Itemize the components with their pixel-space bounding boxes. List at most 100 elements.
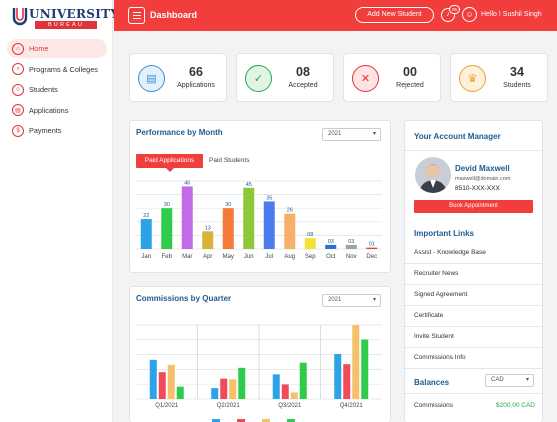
- bar-q3-2021-s1: [273, 374, 280, 399]
- book-appointment-button[interactable]: Book Appointment: [414, 200, 533, 213]
- bar-q1-2021-s3: [168, 365, 175, 399]
- sidebar-item-home[interactable]: ⌂ Home: [7, 39, 107, 58]
- notification-count-badge: 05: [449, 5, 460, 14]
- manager-avatar: [415, 157, 451, 193]
- x-tick-label: Jun: [244, 254, 254, 260]
- bar-dec: [366, 248, 377, 249]
- x-tick-label: Q2/2021: [217, 403, 241, 409]
- logo-wordmark: UNIVERSITY: [29, 7, 119, 21]
- bar-mar: [182, 186, 193, 249]
- x-tick-label: Feb: [162, 254, 173, 260]
- graduate-icon: ♛: [459, 65, 486, 92]
- user-greeting[interactable]: Hello ! Sushil Singh: [481, 11, 542, 18]
- x-tick-label: Q3/2021: [278, 403, 302, 409]
- bar-may: [223, 208, 234, 249]
- sidebar-item-label: Payments: [29, 126, 61, 135]
- data-label: 30: [164, 202, 170, 208]
- account-manager-card: Your Account Manager Devid Maxwell maxwe…: [404, 120, 543, 422]
- top-bar: Dashboard Add New Student ♪ 05 ☺ Hello !…: [114, 0, 557, 31]
- x-tick-label: May: [223, 254, 234, 260]
- bar-q2-2021-s2: [220, 379, 227, 399]
- x-tick-label: Apr: [203, 254, 212, 260]
- stat-card-students[interactable]: ♛ 34 Students: [450, 53, 548, 102]
- bar-q3-2021-s4: [300, 363, 307, 399]
- sidebar-item-label: Applications: [29, 106, 68, 115]
- data-label: 45: [246, 182, 252, 188]
- divider: [405, 150, 542, 151]
- bar-nov: [346, 245, 357, 249]
- data-label: 08: [307, 232, 313, 238]
- bar-q3-2021-s3: [291, 392, 298, 399]
- bar-q1-2021-s2: [159, 372, 166, 399]
- stat-card-rejected[interactable]: ✕ 00 Rejected: [343, 53, 441, 102]
- x-tick-label: Jul: [265, 254, 273, 260]
- important-link[interactable]: Certificate: [405, 306, 542, 327]
- bar-jan: [141, 219, 152, 249]
- document-x-icon: ✕: [352, 65, 379, 92]
- menu-toggle-button[interactable]: [128, 7, 145, 24]
- important-link[interactable]: Commissions Info: [405, 348, 542, 369]
- stat-label: Applications: [170, 82, 222, 89]
- bar-jul: [264, 201, 275, 249]
- document-icon: ▤: [12, 104, 24, 116]
- data-label: 03: [328, 239, 334, 245]
- x-tick-label: Dec: [366, 254, 377, 260]
- manager-phone: 8510-XXX-XXX: [455, 185, 500, 192]
- sidebar-item-applications[interactable]: ▤ Applications: [7, 101, 107, 120]
- x-tick-label: Sep: [305, 254, 316, 260]
- important-link[interactable]: Recruiter News: [405, 264, 542, 285]
- bar-q1-2021-s1: [150, 360, 157, 399]
- bar-jun: [243, 188, 254, 249]
- stat-value: 66: [170, 65, 222, 79]
- sidebar-nav: ⌂ Home ⌕ Programs & Colleges ☺ Students ▤ Appli…: [7, 39, 107, 142]
- x-tick-label: Mar: [182, 254, 192, 260]
- sidebar-item-programs-colleges[interactable]: ⌕ Programs & Colleges: [7, 60, 107, 79]
- sidebar-item-payments[interactable]: $ Payments: [7, 121, 107, 140]
- important-link[interactable]: Invite Student: [405, 327, 542, 348]
- x-tick-label: Nov: [346, 254, 357, 260]
- manager-name: Devid Maxwell: [455, 164, 510, 173]
- stat-label: Students: [491, 82, 543, 89]
- dollar-icon: $: [12, 125, 24, 137]
- data-label: 46: [184, 180, 190, 186]
- add-new-student-button[interactable]: Add New Student: [355, 7, 434, 23]
- data-label: 35: [266, 195, 272, 201]
- bar-q4-2021-s3: [352, 325, 359, 399]
- data-label: 03: [348, 239, 354, 245]
- stat-label: Rejected: [384, 82, 436, 89]
- bar-oct: [325, 245, 336, 249]
- x-tick-label: Aug: [284, 254, 295, 260]
- university-bureau-logo[interactable]: UNIVERSITY BUREAU: [12, 6, 102, 30]
- divider: [405, 393, 542, 394]
- user-avatar-icon[interactable]: ☺: [462, 7, 477, 22]
- sidebar-item-students[interactable]: ☺ Students: [7, 80, 107, 99]
- balances-title: Balances: [414, 378, 449, 387]
- manager-email[interactable]: maxwell@domain.com: [455, 176, 510, 182]
- bar-q1-2021-s4: [177, 387, 184, 399]
- bar-q4-2021-s2: [343, 364, 350, 399]
- bar-sep: [305, 238, 316, 249]
- balance-label: Commissions: [414, 402, 453, 409]
- data-label: 30: [225, 202, 231, 208]
- logo-subtitle: BUREAU: [35, 21, 97, 29]
- important-link[interactable]: Assist - Knowledge Base: [405, 243, 542, 264]
- commissions-bar-chart: Q1/2021 Q2/2021 Q3/2021 Q4/2021: [130, 287, 392, 422]
- sidebar-item-label: Home: [29, 44, 48, 53]
- stat-card-applications[interactable]: ▤ 66 Applications: [129, 53, 227, 102]
- bar-q4-2021-s4: [361, 340, 368, 399]
- sidebar-item-label: Programs & Colleges: [29, 65, 98, 74]
- bar-q2-2021-s4: [238, 368, 245, 399]
- data-label: 22: [143, 213, 149, 219]
- account-manager-title: Your Account Manager: [414, 132, 501, 141]
- performance-card: Performance by Month 2021 ▾ Paid Applicat…: [129, 120, 391, 273]
- data-label: 13: [205, 225, 211, 231]
- data-label: 01: [369, 242, 375, 248]
- bar-feb: [161, 208, 172, 249]
- stat-value: 00: [384, 65, 436, 79]
- logo-mark-icon: [12, 6, 28, 26]
- stat-card-accepted[interactable]: ✓ 08 Accepted: [236, 53, 334, 102]
- clipboard-check-icon: ✓: [245, 65, 272, 92]
- bar-q2-2021-s3: [229, 379, 236, 399]
- currency-select[interactable]: CAD ▾: [485, 374, 534, 387]
- important-link[interactable]: Signed Agreement: [405, 285, 542, 306]
